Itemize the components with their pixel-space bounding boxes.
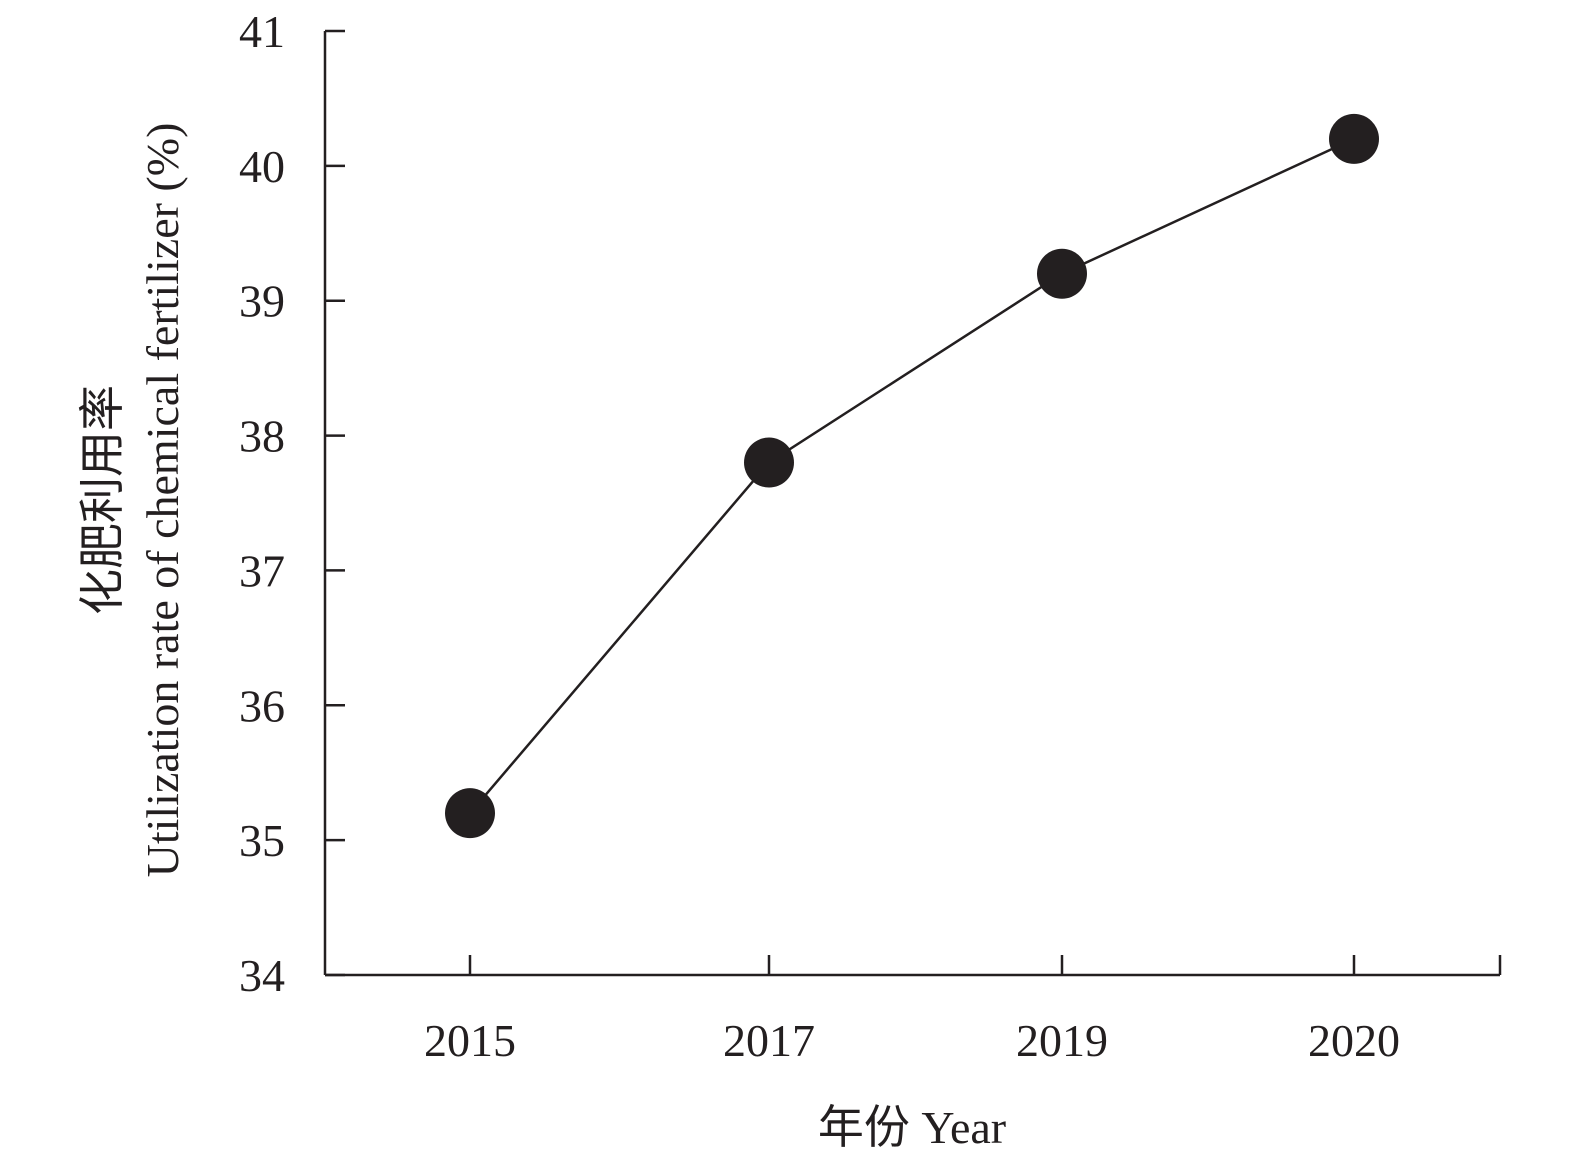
y-tick-label: 41 [239,6,285,57]
y-tick-label: 34 [239,950,285,1001]
x-ticks: 2015 2017 2019 2020 [424,955,1502,1066]
data-point [1037,248,1087,299]
x-axis-title: 年份 Year [818,1102,1006,1153]
y-tick-label: 37 [239,545,285,596]
x-tick-label: 2020 [1308,1015,1400,1066]
data-point [445,788,495,839]
data-point [1329,113,1379,164]
y-tick-label: 39 [239,276,285,327]
data-point [744,437,794,488]
x-tick-label: 2015 [424,1015,516,1066]
y-ticks: 34 35 36 37 38 39 40 41 [239,6,345,1001]
x-tick-label: 2019 [1016,1015,1108,1066]
y-tick-label: 40 [239,141,285,192]
y-tick-label: 38 [239,411,285,462]
x-tick-label: 2017 [723,1015,815,1066]
series-group [445,113,1379,839]
series-line [469,137,1355,814]
y-axis-title-line-2: Utilization rate of chemical fertilizer … [137,123,188,878]
y-axis-title: 化肥利用率 Utilization rate of chemical ferti… [77,123,188,878]
axes: 34 35 36 37 38 39 40 41 2015 2017 2019 2020 [239,6,1502,1066]
y-tick-label: 36 [239,680,285,731]
y-tick-label: 35 [239,815,285,866]
y-axis-title-line-1: 化肥利用率 [77,385,128,615]
